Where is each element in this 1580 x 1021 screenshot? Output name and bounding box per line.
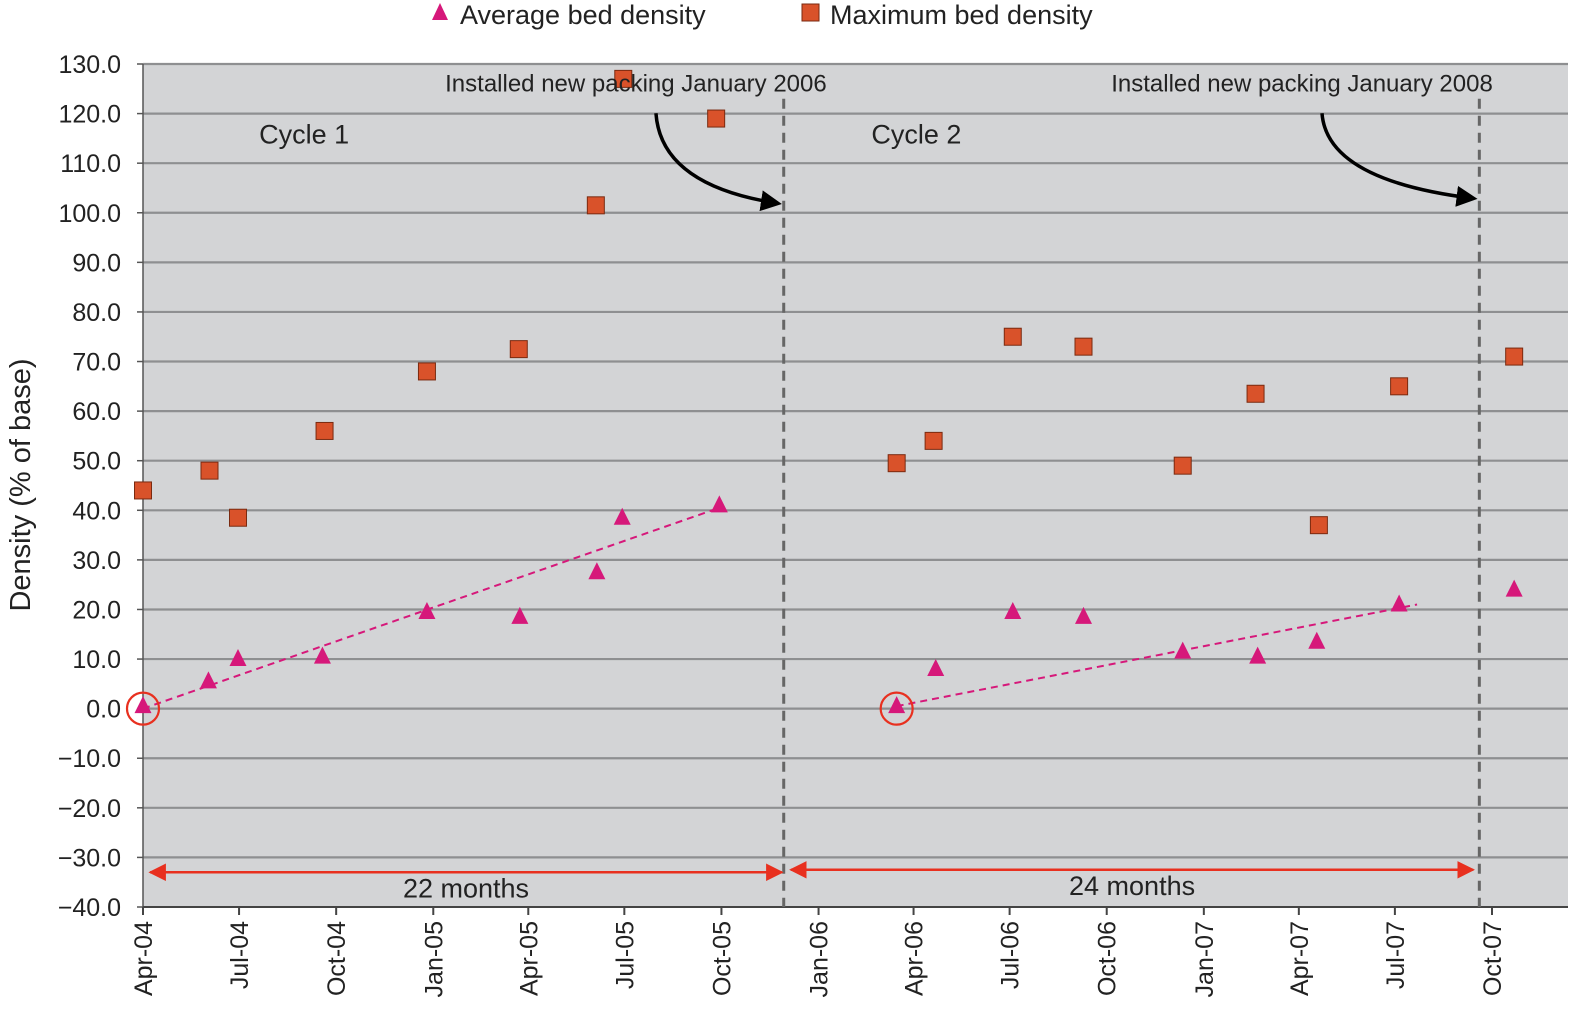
maximum-density-point: [1074, 337, 1093, 356]
y-tick-label: 110.0: [60, 150, 121, 178]
y-tick-label: 80.0: [72, 299, 121, 327]
average-density-point: [229, 649, 247, 667]
maximum-density-point: [200, 461, 219, 480]
maximum-density-point: [1173, 456, 1192, 475]
x-tick-label: Apr-05: [515, 921, 543, 996]
average-density-point: [1004, 601, 1022, 619]
maximum-density-point: [887, 454, 906, 473]
y-tick-label: 90.0: [72, 249, 121, 277]
legend-maximum-label: Maximum bed density: [830, 0, 1093, 30]
y-tick-label: 20.0: [72, 596, 121, 624]
average-density-point: [710, 495, 728, 513]
baseline-highlight-circle: [879, 691, 914, 726]
x-tick-label: Jan-07: [1191, 921, 1219, 997]
average-density-point: [1075, 606, 1092, 624]
x-tick-label: Oct-04: [323, 921, 351, 996]
maximum-density-point: [417, 362, 436, 381]
y-tick-label: 50.0: [72, 448, 121, 476]
average-density-point: [1308, 631, 1326, 649]
maximum-density-point: [614, 69, 633, 88]
average-density-point: [134, 696, 152, 714]
average-density-point: [1390, 594, 1408, 612]
maximum-density-point: [229, 508, 247, 527]
x-tick-label: Jul-04: [226, 921, 254, 989]
legend: Average bed density Maximum bed density: [432, 0, 1093, 30]
cycle-label: Cycle 1: [259, 119, 349, 149]
maximum-density-point: [586, 196, 605, 215]
x-tick-label: Jan-05: [420, 921, 448, 997]
annotation-arrow: [1320, 113, 1478, 207]
x-tick-label: Oct-06: [1094, 921, 1122, 996]
span-label: 22 months: [403, 873, 529, 903]
x-tick-label: Jul-07: [1382, 921, 1410, 989]
baseline-highlight-circle: [125, 691, 161, 726]
legend-square-icon: [801, 3, 820, 22]
annotation-arrow: [654, 113, 782, 212]
y-tick-label: 120.0: [58, 101, 121, 129]
maximum-density-point: [509, 340, 528, 359]
y-tick-label: 30.0: [72, 547, 121, 575]
x-axis: Apr-04 Jul-04 Oct-04 Jan-05 Apr-05 Jul-05 Oct-…: [130, 906, 1568, 997]
y-axis: 130.0 120.0 110.0 100.0 90.0 80.0 70.0 60.0 50.0…: [58, 51, 144, 922]
average-density-point: [888, 696, 906, 714]
average-density-point: [613, 507, 631, 525]
y-tick-label: −20.0: [58, 795, 121, 823]
annotations: Installed new packing January 2006 Instal…: [259, 70, 1493, 212]
y-tick-label: 10.0: [72, 646, 121, 674]
average-density-point: [1174, 641, 1192, 659]
maximum-density-point: [1390, 377, 1409, 396]
maximum-density-point: [1505, 347, 1524, 366]
trendline: [896, 603, 1418, 708]
x-tick-label: Apr-06: [901, 921, 929, 996]
x-tick-label: Jan-06: [806, 921, 834, 997]
maximum-density-point: [1246, 384, 1265, 403]
average-density-point: [313, 646, 331, 664]
legend-triangle-icon: [432, 3, 448, 20]
y-tick-label: 60.0: [72, 398, 121, 426]
x-tick-label: Apr-07: [1286, 921, 1314, 996]
maximum-density-point: [1003, 327, 1022, 346]
cycle-label: Cycle 2: [871, 119, 961, 149]
x-tick-label: Oct-05: [708, 921, 736, 996]
data-points: [134, 69, 1524, 714]
legend-average-label: Average bed density: [460, 0, 706, 30]
maximum-density-point: [134, 481, 152, 500]
packing-annotation: Installed new packing January 2008: [1111, 70, 1493, 97]
packing-annotation: Installed new packing January 2006: [445, 70, 827, 97]
y-tick-label: 100.0: [58, 200, 121, 228]
average-density-point: [511, 606, 529, 624]
cycle-spans: 22 months 24 months: [148, 861, 1475, 903]
y-tick-label: 70.0: [72, 349, 121, 377]
y-tick-label: −40.0: [58, 894, 121, 922]
trendlines: [142, 506, 1418, 710]
y-tick-label: −10.0: [58, 745, 121, 773]
x-tick-label: Jul-05: [611, 921, 639, 989]
y-tick-label: 40.0: [72, 497, 121, 525]
average-density-point: [199, 671, 217, 689]
span-label: 24 months: [1069, 871, 1195, 901]
x-tick-label: Apr-04: [130, 921, 158, 996]
x-tick-label: Oct-07: [1479, 921, 1507, 996]
trendline: [142, 506, 720, 710]
gridlines: [143, 62, 1568, 859]
y-tick-label: 130.0: [58, 51, 121, 79]
maximum-density-point: [707, 109, 726, 128]
average-density-point: [1249, 646, 1267, 664]
maximum-density-point: [924, 431, 943, 450]
average-density-point: [588, 562, 606, 580]
maximum-density-point: [1309, 516, 1328, 535]
average-density-point: [1505, 579, 1523, 597]
average-density-point: [418, 601, 436, 619]
highlighted-points: [125, 691, 914, 726]
y-tick-label: −30.0: [58, 844, 121, 872]
y-axis-label: Density (% of base): [5, 358, 37, 611]
maximum-density-point: [315, 421, 334, 440]
x-tick-label: Jul-06: [997, 921, 1025, 989]
average-density-point: [927, 658, 945, 676]
y-tick-label: 0.0: [86, 696, 121, 724]
plot-area: [143, 64, 1568, 907]
